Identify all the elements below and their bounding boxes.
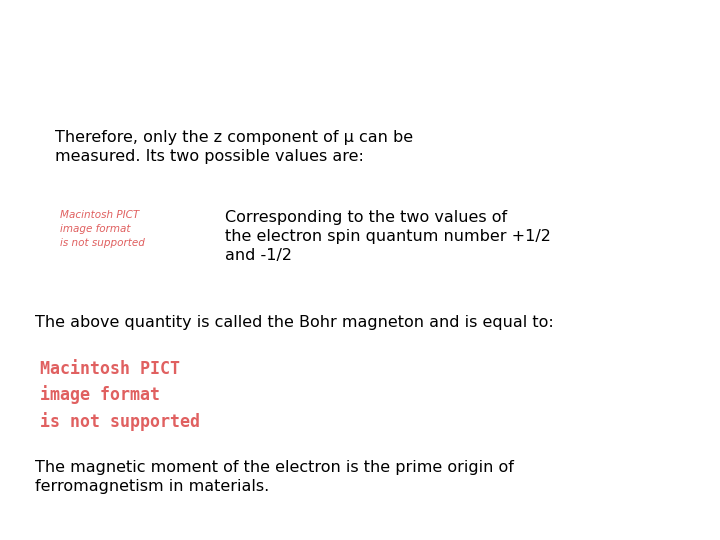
Text: Therefore, only the z component of μ can be
measured. Its two possible values ar: Therefore, only the z component of μ can…	[55, 130, 413, 164]
Text: Corresponding to the two values of
the electron spin quantum number +1/2
and -1/: Corresponding to the two values of the e…	[225, 210, 551, 264]
Text: The above quantity is called the Bohr magneton and is equal to:: The above quantity is called the Bohr ma…	[35, 315, 554, 330]
Text: The magnetic moment of the electron is the prime origin of
ferromagnetism in mat: The magnetic moment of the electron is t…	[35, 460, 514, 494]
Text: Macintosh PICT
image format
is not supported: Macintosh PICT image format is not suppo…	[40, 360, 200, 431]
Text: Macintosh PICT
image format
is not supported: Macintosh PICT image format is not suppo…	[60, 210, 145, 248]
